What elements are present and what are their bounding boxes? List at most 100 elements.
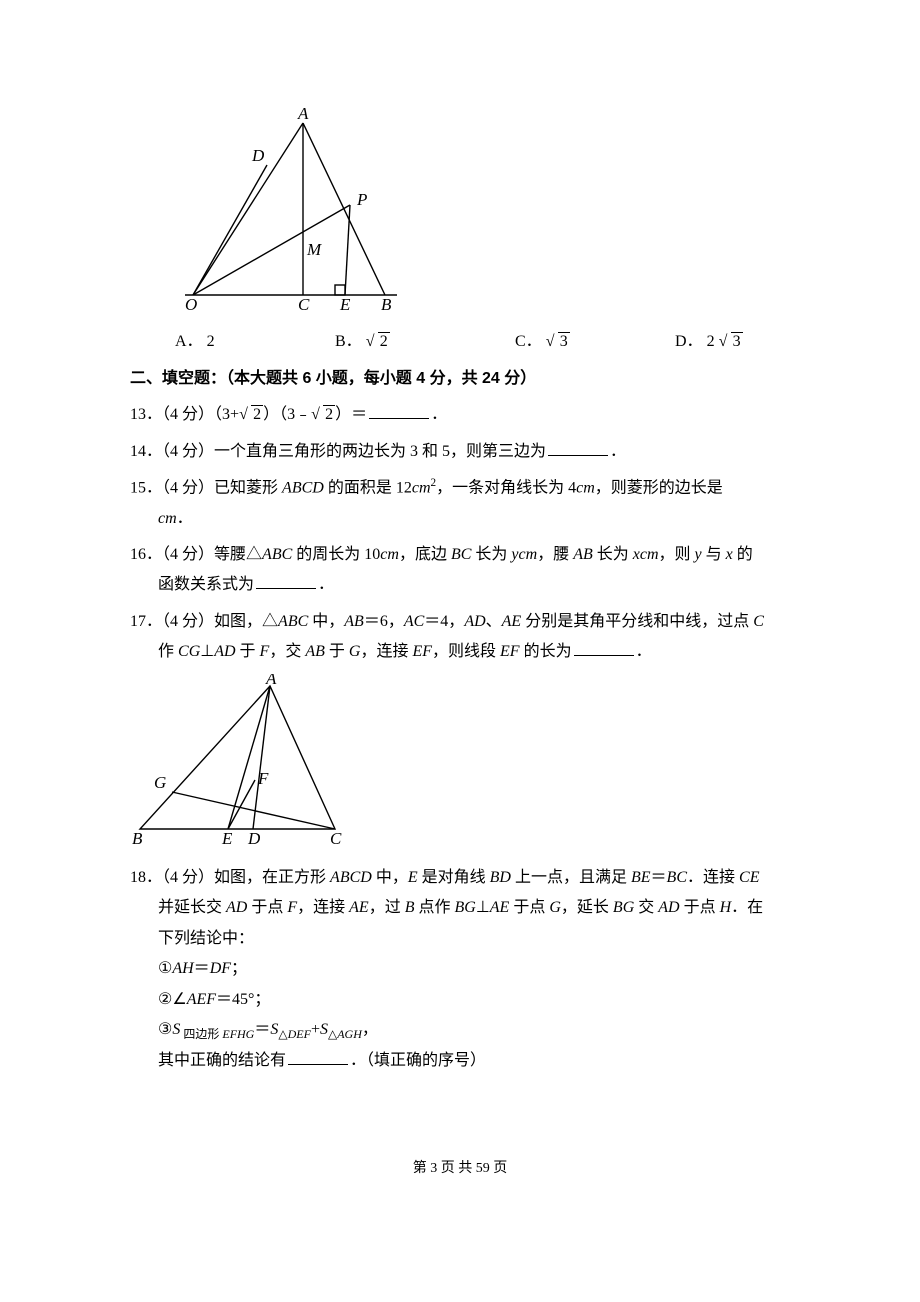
blank — [574, 641, 634, 656]
choice-B-rad: 2 — [378, 332, 390, 350]
q15-unit2: cm — [576, 479, 595, 496]
figure-q12-svg: A D P M O C E B — [175, 105, 405, 310]
q18-ae: AE — [349, 899, 369, 916]
q13-a: （3+ — [214, 406, 239, 423]
q18-ansa: 其中正确的结论有 — [158, 1052, 286, 1069]
q17-f: 分别是其角平分线和中线，过点 — [521, 613, 753, 630]
q18-num: 18． — [130, 869, 162, 886]
q16-num: 16． — [130, 546, 162, 563]
q15-unit3: cm — [158, 510, 177, 527]
q13-pts: （4 分） — [162, 406, 214, 423]
label-D: D — [251, 146, 265, 165]
q18-ansb: ．（填正确的序号） — [350, 1052, 486, 1069]
q18-line2: 并延长交 AD 于点 F，连接 AE，过 B 点作 BG⊥AE 于点 G，延长 … — [158, 893, 790, 923]
q14-body: 一个直角三角形的两边长为 3 和 5，则第三边为 — [214, 443, 546, 460]
label-M: M — [306, 240, 322, 259]
q18-l2k: ．在 — [731, 899, 763, 916]
q15-pts: （4 分） — [162, 479, 214, 496]
label-E: E — [339, 295, 351, 310]
q18-e: E — [408, 869, 418, 886]
q13-tail: ． — [431, 406, 447, 423]
q18-l2j: 于点 — [680, 899, 720, 916]
q18-bpt: B — [405, 899, 415, 916]
q16-yv: y — [695, 546, 702, 563]
blank — [548, 440, 608, 455]
q16-line2: 函数关系式为． — [158, 570, 790, 600]
q15-d: ，则菱形的边长是 — [595, 479, 723, 496]
q18-c2: ②∠AEF＝45°； — [158, 985, 790, 1015]
q18-c3efhg: EFHG — [222, 1027, 254, 1041]
question-13: 13．（4 分）（3+2）（3﹣2）＝． — [130, 400, 790, 430]
q18-f: ．连接 — [687, 869, 739, 886]
q18-c1b: DF — [210, 960, 231, 977]
q18-c1t: ； — [231, 960, 247, 977]
q18-c2b: AEF — [187, 991, 216, 1008]
footer-b: 页 共 — [437, 1161, 476, 1176]
choice-C-label: C． — [515, 327, 542, 357]
q18-ae2: AE — [490, 899, 510, 916]
choice-A: A． 2 — [175, 327, 335, 357]
q13-num: 13． — [130, 406, 162, 423]
label-A: A — [297, 105, 309, 123]
q18-l2f: ⊥ — [476, 899, 490, 916]
label-P: P — [356, 190, 367, 209]
label-B: B — [132, 829, 143, 846]
q14-pts: （4 分） — [162, 443, 214, 460]
q17-ef2: EF — [500, 643, 520, 660]
q15-line2: cm． — [158, 504, 790, 534]
sqrt-icon: 3 — [546, 327, 570, 357]
question-15: 15．（4 分）已知菱形 ABCD 的面积是 12cm2，一条对角线长为 4cm… — [130, 473, 790, 534]
q18-c3tri2: △ — [328, 1027, 337, 1041]
blank — [256, 574, 316, 589]
q14-tail: ． — [610, 443, 626, 460]
q16-i: 的 — [733, 546, 753, 563]
choice-D-coef: 2 — [707, 327, 715, 357]
q18-bg: BG — [455, 899, 476, 916]
q15-tail: ． — [177, 510, 193, 527]
q16-d: 长为 — [471, 546, 511, 563]
q17-a: 如图，△ — [214, 613, 278, 630]
q17-l2g: ，则线段 — [432, 643, 500, 660]
q17-ef: EF — [412, 643, 432, 660]
page: A D P M O C E B A． 2 B． 2 C． 3 D． 23 — [0, 0, 920, 1243]
q17-l2d: ，交 — [269, 643, 305, 660]
q17-ab: AB — [344, 613, 364, 630]
q18-c2n: ② — [158, 991, 172, 1008]
label-F: F — [257, 769, 269, 788]
q18-c: 是对角线 — [418, 869, 490, 886]
footer-tot: 59 — [476, 1161, 490, 1176]
q18-c3def: DEF — [288, 1027, 311, 1041]
q15-unit1: cm — [412, 479, 431, 496]
figure-q17: A G F B E D C — [130, 674, 790, 857]
q18-c3sub1: 四边形 — [180, 1027, 222, 1041]
q18-l2b: 于点 — [247, 899, 287, 916]
q17-l2h: 的长为 — [520, 643, 572, 660]
q17-ab2: AB — [305, 643, 325, 660]
q17-l2b: ⊥ — [200, 643, 214, 660]
q17-ae: AE — [502, 613, 522, 630]
footer-a: 第 — [413, 1161, 431, 1176]
q17-c: ＝6， — [364, 613, 404, 630]
q16-bc: BC — [451, 546, 471, 563]
q18-l2a: 并延长交 — [158, 899, 226, 916]
choices-q12: A． 2 B． 2 C． 3 D． 23 — [175, 327, 790, 357]
label-B: B — [381, 295, 392, 310]
q17-ac: AC — [404, 613, 424, 630]
q16-h: 与 — [702, 546, 726, 563]
page-footer: 第 3 页 共 59 页 — [130, 1156, 790, 1183]
q16-x: xcm — [633, 546, 659, 563]
q18-b: 中， — [372, 869, 408, 886]
q17-l2f: ，连接 — [360, 643, 412, 660]
q17-l2c: 于 — [236, 643, 260, 660]
choice-D: D． 23 — [675, 327, 743, 357]
q15-num: 15． — [130, 479, 162, 496]
q18-c2c: ＝45°； — [216, 991, 270, 1008]
q18-be: BE — [631, 869, 651, 886]
sqrt-icon: 2 — [239, 400, 263, 430]
q18-l2d: ，过 — [369, 899, 405, 916]
q17-l2e: 于 — [325, 643, 349, 660]
q18-line3: 下列结论中： — [158, 924, 790, 954]
label-A: A — [265, 674, 277, 688]
q17-line2: 作 CG⊥AD 于 F，交 AB 于 G，连接 EF，则线段 EF 的长为． — [158, 637, 790, 667]
q16-tail: ． — [318, 576, 334, 593]
